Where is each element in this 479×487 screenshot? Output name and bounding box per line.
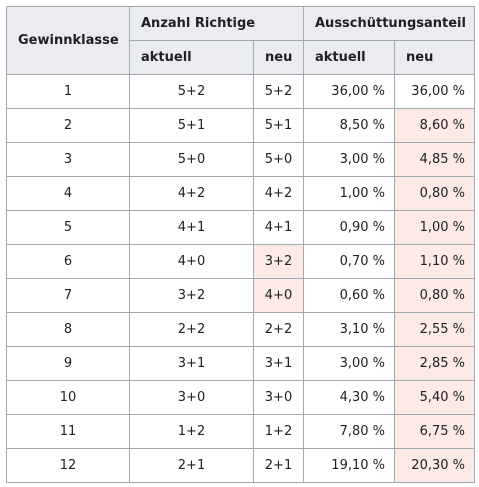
matches-new-cell: 5+2	[253, 74, 304, 109]
table-row: 3 5+0 5+0 3,00 % 4,85 %	[6, 142, 475, 177]
table-row: 6 4+0 3+2 0,70 % 1,10 %	[6, 244, 475, 279]
share-current-cell: 8,50 %	[303, 108, 395, 143]
share-new-cell: 2,85 %	[394, 346, 475, 381]
share-new-cell: 1,10 %	[394, 244, 475, 279]
matches-new-cell: 1+2	[253, 414, 304, 449]
share-new-cell: 20,30 %	[394, 448, 475, 483]
share-new-cell: 6,75 %	[394, 414, 475, 449]
share-current-cell: 0,90 %	[303, 210, 395, 245]
share-new-cell: 2,55 %	[394, 312, 475, 347]
class-cell: 10	[6, 380, 130, 415]
matches-current-cell: 5+0	[129, 142, 254, 177]
matches-current-cell: 5+1	[129, 108, 254, 143]
table-row: 4 4+2 4+2 1,00 % 0,80 %	[6, 176, 475, 211]
matches-current-cell: 2+2	[129, 312, 254, 347]
matches-current-cell: 5+2	[129, 74, 254, 109]
table-body: 1 5+2 5+2 36,00 % 36,00 % 2 5+1 5+1 8,50 % 8,60 %…	[6, 74, 475, 483]
matches-current-cell: 3+2	[129, 278, 254, 313]
matches-current-cell: 4+2	[129, 176, 254, 211]
table-row: 7 3+2 4+0 0,60 % 0,80 %	[6, 278, 475, 313]
class-cell: 5	[6, 210, 130, 245]
share-current-cell: 0,60 %	[303, 278, 395, 313]
class-cell: 12	[6, 448, 130, 483]
matches-new-header: neu	[253, 40, 304, 75]
matches-header: Anzahl Richtige	[129, 6, 304, 41]
class-header: Gewinnklasse	[6, 6, 130, 75]
table-row: 8 2+2 2+2 3,10 % 2,55 %	[6, 312, 475, 347]
matches-new-cell: 4+0	[253, 278, 304, 313]
share-new-cell: 36,00 %	[394, 74, 475, 109]
share-current-cell: 0,70 %	[303, 244, 395, 279]
table-row: 5 4+1 4+1 0,90 % 1,00 %	[6, 210, 475, 245]
table-row: 12 2+1 2+1 19,10 % 20,30 %	[6, 448, 475, 483]
class-cell: 6	[6, 244, 130, 279]
share-new-cell: 1,00 %	[394, 210, 475, 245]
matches-current-cell: 4+0	[129, 244, 254, 279]
class-cell: 4	[6, 176, 130, 211]
matches-new-cell: 4+2	[253, 176, 304, 211]
table-row: 10 3+0 3+0 4,30 % 5,40 %	[6, 380, 475, 415]
share-current-cell: 3,00 %	[303, 142, 395, 177]
table-row: 2 5+1 5+1 8,50 % 8,60 %	[6, 108, 475, 143]
matches-new-cell: 2+1	[253, 448, 304, 483]
class-cell: 1	[6, 74, 130, 109]
matches-new-cell: 2+2	[253, 312, 304, 347]
share-new-header: neu	[394, 40, 475, 75]
share-current-cell: 1,00 %	[303, 176, 395, 211]
payout-share-header: Ausschüttungsanteil	[303, 6, 475, 41]
class-cell: 11	[6, 414, 130, 449]
class-cell: 8	[6, 312, 130, 347]
matches-new-cell: 3+1	[253, 346, 304, 381]
table-row: 11 1+2 1+2 7,80 % 6,75 %	[6, 414, 475, 449]
share-current-cell: 3,10 %	[303, 312, 395, 347]
share-new-cell: 0,80 %	[394, 176, 475, 211]
share-new-cell: 8,60 %	[394, 108, 475, 143]
payout-table: Gewinnklasse Anzahl Richtige Ausschüttun…	[6, 6, 475, 483]
share-new-cell: 5,40 %	[394, 380, 475, 415]
matches-current-cell: 3+1	[129, 346, 254, 381]
class-cell: 2	[6, 108, 130, 143]
share-current-cell: 36,00 %	[303, 74, 395, 109]
matches-new-cell: 5+1	[253, 108, 304, 143]
share-new-cell: 0,80 %	[394, 278, 475, 313]
header-row-sub: aktuell neu aktuell neu	[7, 40, 475, 75]
share-new-cell: 4,85 %	[394, 142, 475, 177]
class-cell: 7	[6, 278, 130, 313]
share-current-cell: 7,80 %	[303, 414, 395, 449]
matches-new-cell: 4+1	[253, 210, 304, 245]
matches-current-cell: 2+1	[129, 448, 254, 483]
matches-new-cell: 3+0	[253, 380, 304, 415]
share-current-cell: 19,10 %	[303, 448, 395, 483]
matches-new-cell: 5+0	[253, 142, 304, 177]
share-current-cell: 3,00 %	[303, 346, 395, 381]
class-cell: 3	[6, 142, 130, 177]
share-current-cell: 4,30 %	[303, 380, 395, 415]
table-row: 1 5+2 5+2 36,00 % 36,00 %	[6, 74, 475, 109]
share-current-header: aktuell	[303, 40, 395, 75]
matches-current-cell: 1+2	[129, 414, 254, 449]
class-cell: 9	[6, 346, 130, 381]
header-row-top: Gewinnklasse Anzahl Richtige Ausschüttun…	[6, 6, 475, 75]
matches-new-cell: 3+2	[253, 244, 304, 279]
table-row: 9 3+1 3+1 3,00 % 2,85 %	[6, 346, 475, 381]
matches-current-header: aktuell	[129, 40, 254, 75]
matches-current-cell: 3+0	[129, 380, 254, 415]
matches-current-cell: 4+1	[129, 210, 254, 245]
